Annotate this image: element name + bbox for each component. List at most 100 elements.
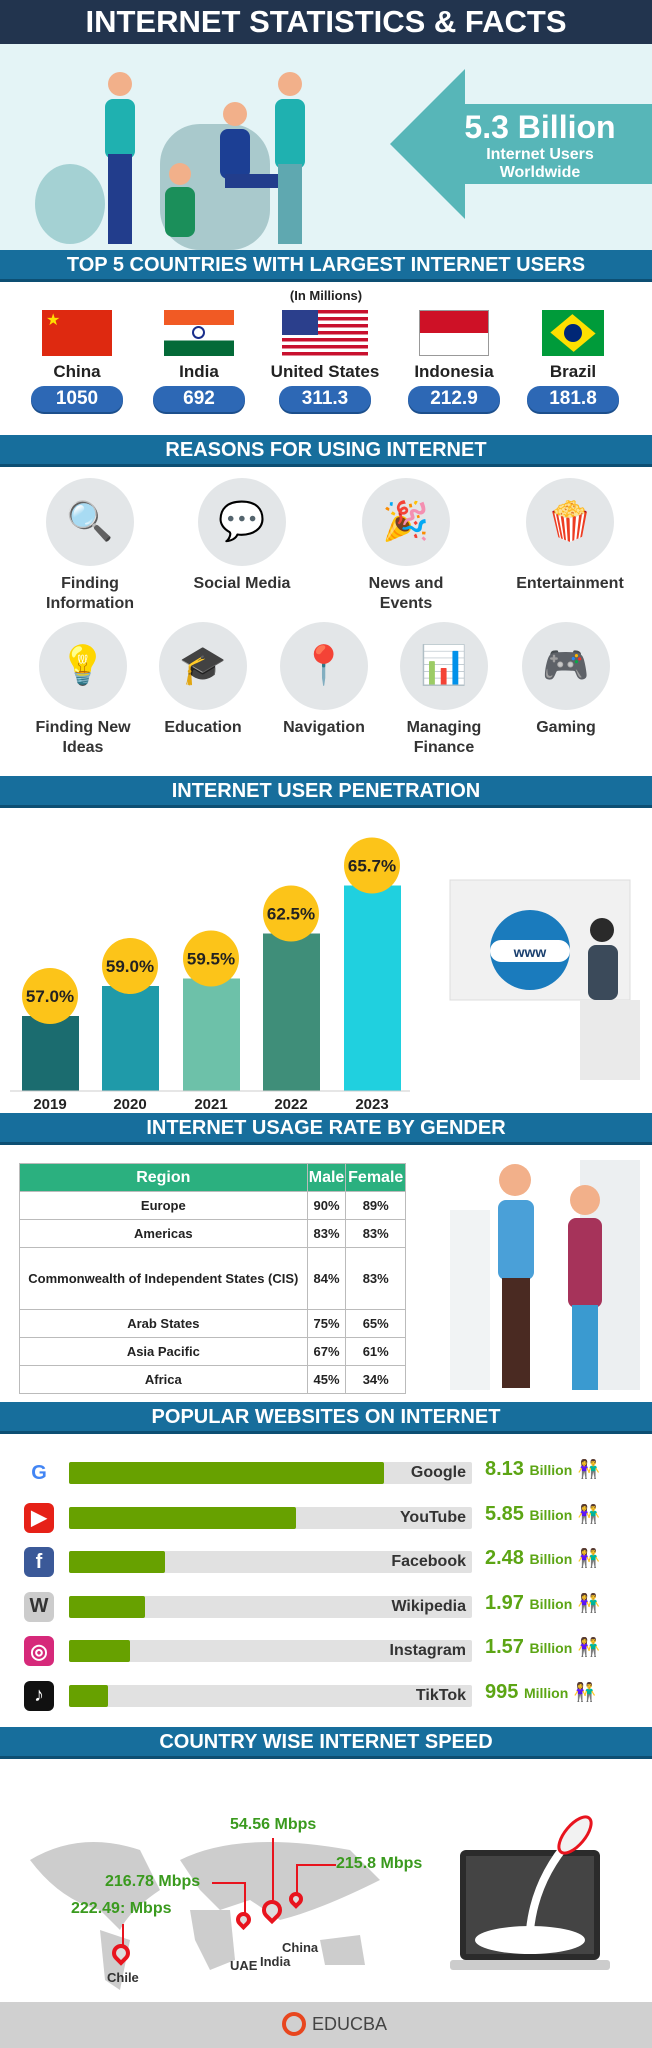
indonesia-flag-icon: [419, 310, 489, 356]
reason-label: News and Events: [368, 575, 444, 612]
gender-table: Region Male Female Europe 90% 89% Americas 8…: [19, 1163, 406, 1394]
event-icon: 🎉: [362, 478, 450, 566]
couple-illustration: [450, 1160, 640, 1390]
data-label-bubble: [263, 885, 319, 942]
users-value: 5.85: [485, 1502, 524, 1525]
pin-label-uae: UAE: [230, 1958, 258, 1973]
data-label-bubble: [344, 837, 400, 894]
reason-item: 💡 Finding New Ideas: [23, 622, 143, 758]
female-cell: 61%: [345, 1337, 406, 1366]
table-header-row: Region Male Female: [19, 1163, 406, 1192]
bar-2023: [344, 885, 401, 1091]
users-value: 995: [485, 1680, 519, 1703]
country-brazil: Brazil 181.8: [518, 310, 628, 412]
female-cell: 34%: [345, 1365, 406, 1394]
website-name: YouTube: [399, 1508, 466, 1526]
country-name: Indonesia: [414, 362, 494, 381]
table-row: Africa 45% 34%: [19, 1365, 406, 1394]
users-unit: Million: [523, 1684, 569, 1701]
reason-label: Managing Finance: [406, 719, 482, 756]
x-tick-label: 2019: [33, 1096, 66, 1113]
usage-bar: Facebook: [69, 1551, 472, 1573]
country-name: China: [53, 362, 101, 381]
speed-india: 54.56 Mbps: [230, 1816, 317, 1833]
hero-value: 5.3 Billion: [464, 109, 616, 145]
pin-label-india: India: [260, 1954, 291, 1969]
website-row: ◎ Instagram 1.57 Billion 👫: [0, 1630, 652, 1672]
country-value: 311.3: [279, 386, 371, 412]
bar-2021: [183, 978, 240, 1091]
region-cell: Asia Pacific: [19, 1337, 308, 1366]
brazil-flag-icon: [542, 310, 604, 356]
x-tick-label: 2023: [355, 1096, 388, 1113]
country-united-states: United States 311.3: [270, 310, 380, 412]
data-label-bubble: [183, 930, 239, 987]
google-icon: G: [24, 1458, 54, 1488]
users-unit: Billion: [529, 1551, 573, 1567]
finance-icon: 📊: [400, 622, 488, 710]
male-cell: 84%: [306, 1247, 347, 1310]
magnifier-document-icon: 🔍: [46, 478, 134, 566]
penetration-heading: INTERNET USER PENETRATION: [0, 776, 652, 808]
website-name: Google: [410, 1464, 466, 1481]
social-media-icon: 💬: [198, 478, 286, 566]
reason-item: 📊 Managing Finance: [384, 622, 504, 758]
data-label: 59.0%: [106, 957, 154, 976]
tiktok-icon: ♪: [24, 1680, 54, 1711]
data-label: 65.7%: [348, 857, 396, 876]
website-users: 8.13 Billion 👫: [485, 1458, 600, 1481]
region-cell: Africa: [19, 1365, 308, 1394]
websites-heading: POPULAR WEBSITES ON INTERNET: [0, 1402, 652, 1434]
laptop-rocket-illustration: [450, 1815, 610, 1970]
male-cell: 45%: [306, 1365, 347, 1394]
website-name: Wikipedia: [391, 1597, 466, 1615]
country-value: 212.9: [408, 386, 500, 412]
hero-line2: Worldwide: [499, 164, 581, 181]
reason-item: 🎮 Gaming: [506, 622, 626, 738]
users-value: 8.13: [485, 1458, 524, 1480]
female-cell: 89%: [345, 1191, 406, 1220]
column-header: Female: [345, 1163, 406, 1192]
speed-china: 215.8 Mbps: [336, 1855, 423, 1872]
arrow-graphic: [390, 69, 652, 219]
users-value: 1.97: [485, 1591, 524, 1614]
top5-heading: TOP 5 COUNTRIES WITH LARGEST INTERNET US…: [0, 250, 652, 282]
users-unit: Billion: [529, 1640, 573, 1656]
x-tick-label: 2021: [194, 1096, 227, 1113]
reason-label: Gaming: [536, 719, 596, 736]
reason-label: Finding Information: [46, 575, 134, 612]
usage-bar: Google: [69, 1462, 472, 1484]
website-name: Facebook: [391, 1553, 466, 1570]
usage-bar: YouTube: [69, 1506, 472, 1529]
website-name: Instagram: [389, 1642, 466, 1659]
website-row: W Wikipedia 1.97 Billion 👫: [0, 1586, 652, 1628]
people-icon: 👫: [577, 1503, 601, 1524]
country-value: 181.8: [527, 386, 619, 412]
hero-banner: 5.3 Billion Internet Users Worldwide: [0, 44, 652, 250]
reason-item: 📍 Navigation: [264, 622, 384, 738]
data-label-bubble: [102, 938, 158, 994]
country-indonesia: Indonesia 212.9: [399, 310, 509, 412]
male-cell: 67%: [306, 1337, 347, 1366]
penetration-chart: 57.0% 2019 59.0% 2020 59.5% 2021 62.5% 2022 65.7…: [10, 837, 410, 1113]
column-header: Region: [19, 1163, 308, 1192]
reasons-heading: REASONS FOR USING INTERNET: [0, 435, 652, 467]
x-tick-label: 2020: [113, 1096, 146, 1113]
educba-logo-icon: [282, 2012, 306, 2036]
users-value: 1.57: [485, 1636, 524, 1658]
people-illustration: [35, 72, 305, 250]
data-label: 59.5%: [187, 950, 235, 969]
bar-2020: [102, 986, 159, 1091]
footer-brand: EDUCBA: [312, 2014, 388, 2034]
pin-label-china: China: [282, 1940, 319, 1955]
gender-heading: INTERNET USAGE RATE BY GENDER: [0, 1113, 652, 1145]
male-cell: 83%: [306, 1219, 347, 1248]
website-users: 2.48 Billion 👫: [485, 1547, 600, 1570]
website-row: G Google 8.13 Billion 👫: [0, 1452, 652, 1494]
people-icon: 👫: [577, 1548, 601, 1568]
users-value: 2.48: [485, 1547, 524, 1569]
svg-text:www: www: [513, 944, 547, 960]
china-flag-icon: ★: [42, 310, 112, 356]
reason-label: Social Media: [193, 575, 291, 592]
reason-item: 🔍 Finding Information: [30, 478, 150, 614]
